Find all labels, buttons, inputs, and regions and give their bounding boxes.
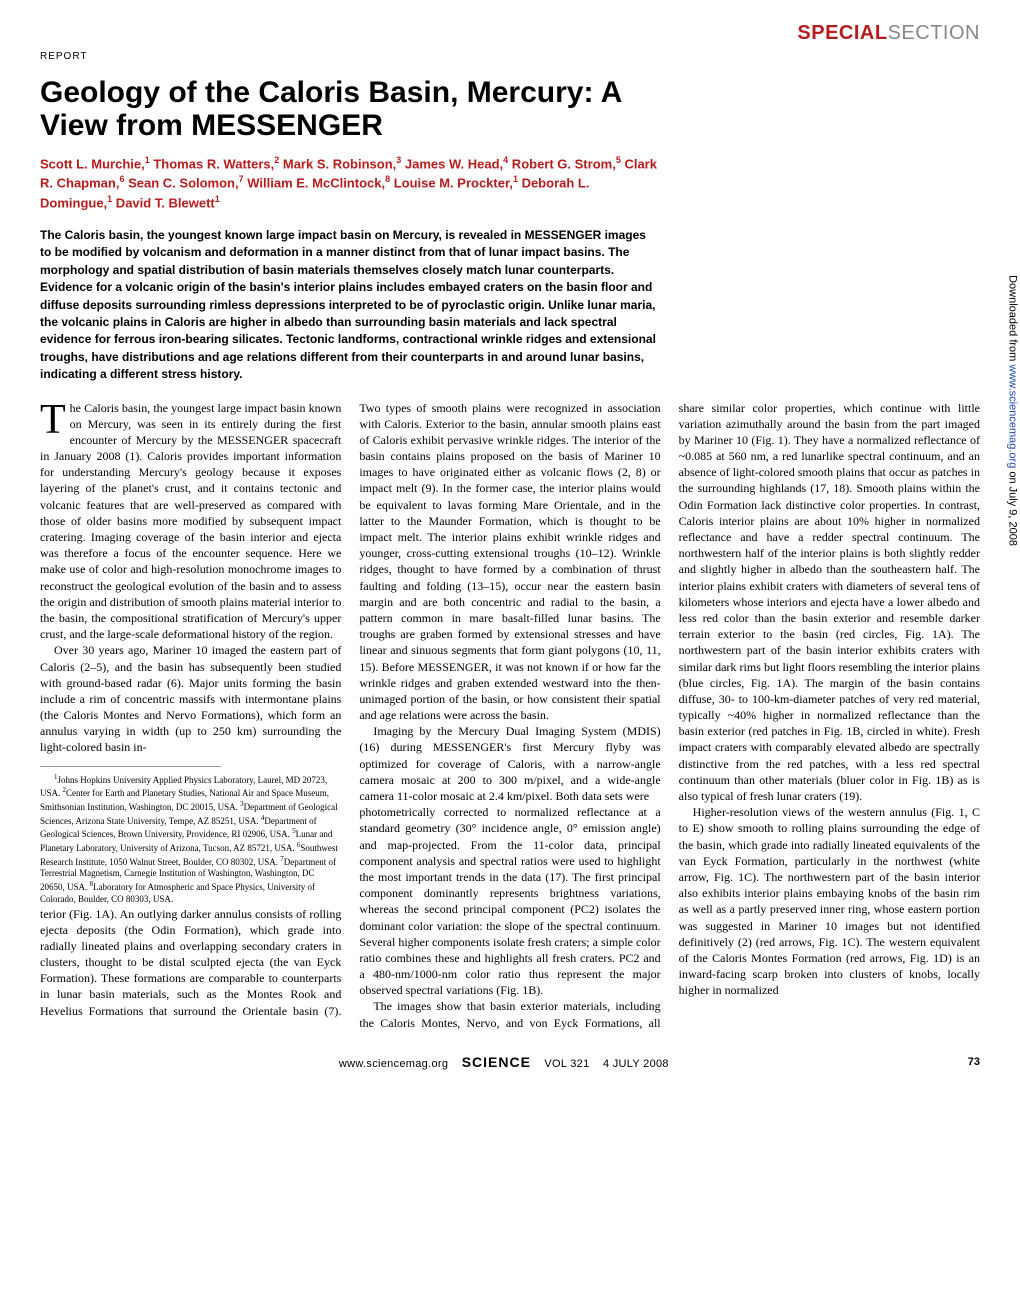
footer-brand: SCIENCE [462,1054,531,1070]
footer-url: www.sciencemag.org [339,1058,448,1070]
page-footer: www.sciencemag.org SCIENCE VOL 321 4 JUL… [40,1049,980,1072]
side-prefix: Downloaded from [1006,275,1018,364]
footer-date: 4 JULY 2008 [603,1058,669,1070]
body-p7: Higher-resolution views of the western a… [679,804,980,998]
abstract: The Caloris basin, the youngest known la… [40,227,660,384]
side-link[interactable]: www.sciencemag.org [1006,364,1018,468]
download-side-label: Downloaded from www.sciencemag.org on Ju… [1005,275,1020,546]
article-title: Geology of the Caloris Basin, Mercury: A… [40,76,660,142]
special-bold: SPECIAL [797,22,887,44]
footer-vol: VOL 321 [544,1058,589,1070]
side-suffix: on July 9, 2008 [1006,468,1018,546]
affiliations: 1Johns Hopkins University Applied Physic… [40,773,341,906]
report-label: REPORT [40,50,980,64]
body-p2: Over 30 years ago, Mariner 10 imaged the… [40,642,341,755]
body-p1: The Caloris basin, the youngest large im… [40,400,341,643]
affiliations-rule [40,766,221,767]
special-section-header: SPECIALSECTION [797,20,980,47]
footer-page-number: 73 [968,1055,980,1070]
body-p4: Imaging by the Mercury Dual Imaging Syst… [359,723,660,804]
author-list: Scott L. Murchie,1 Thomas R. Watters,2 M… [40,154,660,213]
footer-center: www.sciencemag.org SCIENCE VOL 321 4 JUL… [40,1053,968,1072]
special-light: SECTION [888,22,980,44]
body-columns: The Caloris basin, the youngest large im… [40,400,980,1031]
body-p5: photometrically corrected to normalized … [359,804,660,998]
